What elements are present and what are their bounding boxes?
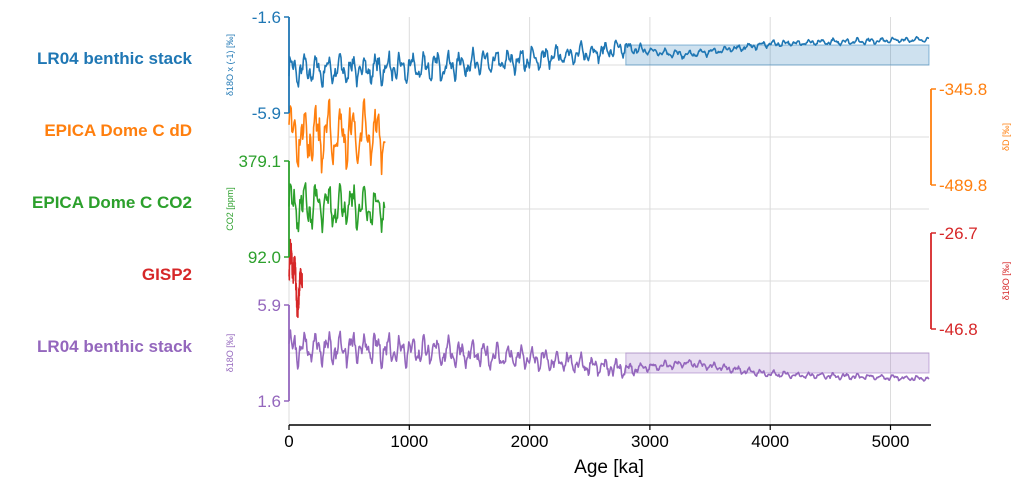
y-tick-label: 379.1: [238, 152, 281, 171]
y-tick-label: -46.8: [939, 320, 978, 339]
series-name-label: GISP2: [142, 265, 192, 284]
series-name-label: LR04 benthic stack: [37, 49, 192, 68]
x-tick-label: 4000: [751, 432, 789, 451]
series-line: [288, 238, 303, 319]
grid: [288, 17, 929, 425]
y-tick-label: 5.9: [257, 296, 281, 315]
x-tick-label: 2000: [511, 432, 549, 451]
series-fill-band: [625, 352, 930, 374]
series-line: [288, 98, 386, 176]
x-tick-label: 1000: [390, 432, 428, 451]
y-tick-label: -26.7: [939, 224, 978, 243]
series-line: [288, 329, 930, 382]
y-axis-title: CO2 [ppm]: [225, 187, 235, 231]
y-tick-label: -345.8: [939, 80, 987, 99]
x-tick-label: 5000: [872, 432, 910, 451]
y-tick-label: -489.8: [939, 176, 987, 195]
x-tick-label: 3000: [631, 432, 669, 451]
x-tick-label: 0: [284, 432, 293, 451]
y-tick-label: 92.0: [248, 248, 281, 267]
labels-layer: LR04 benthic stack EPICA Dome C dD EPICA D…: [32, 49, 193, 356]
series-line: [288, 182, 386, 234]
axes-layer: -1.6 -5.9 δ18O x (-1) [‰] -345.8 -489.8 δD [‰…: [225, 8, 1011, 451]
series-line: [288, 35, 930, 88]
series-layer: [288, 35, 930, 382]
x-axis-title: Age [ka]: [574, 457, 644, 478]
series-name-label: LR04 benthic stack: [37, 337, 192, 356]
y-tick-label: 1.6: [257, 392, 281, 411]
series-name-label: EPICA Dome C CO2: [32, 193, 192, 212]
y-axis-title: δD [‰]: [1001, 123, 1011, 151]
y-tick-label: -5.9: [252, 104, 281, 123]
y-axis-title: δ18O [‰]: [225, 334, 235, 373]
y-axis-title: δ18O [‰]: [1001, 262, 1011, 301]
y-axis-title: δ18O x (-1) [‰]: [225, 34, 235, 96]
y-tick-label: -1.6: [252, 8, 281, 27]
series-name-label: EPICA Dome C dD: [44, 121, 192, 140]
